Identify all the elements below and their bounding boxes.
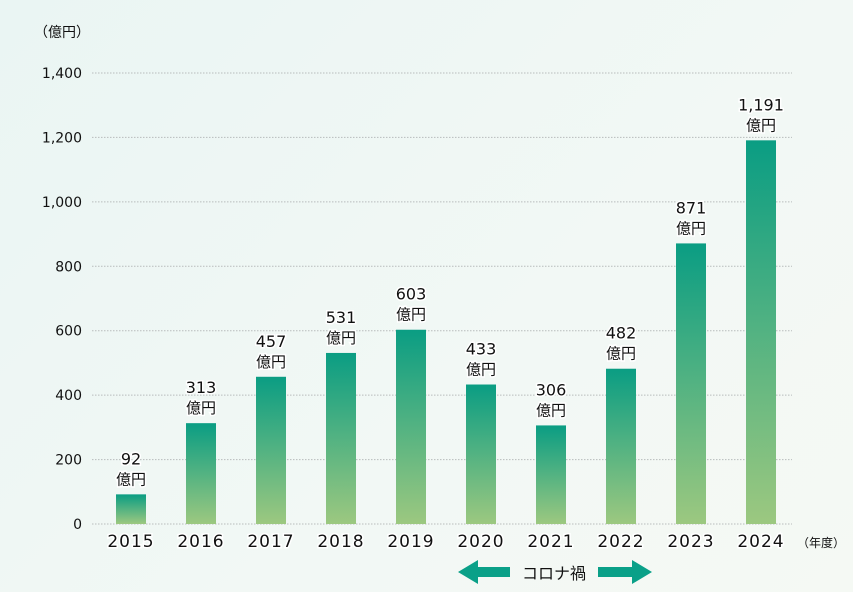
bar-unit-label: 億円 xyxy=(256,353,286,371)
x-tick-label: 2021 xyxy=(527,532,574,552)
bar-2022 xyxy=(606,368,636,524)
bar-unit-label: 億円 xyxy=(606,345,636,363)
x-tick-label: 2024 xyxy=(737,532,784,552)
x-axis-unit-label: （年度） xyxy=(797,535,845,550)
bar-unit-label: 億円 xyxy=(396,306,426,324)
x-tick-label: 2019 xyxy=(387,532,434,552)
bar-value-label: 457 xyxy=(256,332,287,351)
x-tick-label: 2023 xyxy=(667,532,714,552)
bar-value-label: 313 xyxy=(186,378,217,397)
y-tick-label: 0 xyxy=(73,517,82,533)
bar-2021 xyxy=(536,425,566,524)
arrow-left-icon xyxy=(458,560,510,584)
bar-unit-label: 億円 xyxy=(466,361,496,379)
arrow-right-icon xyxy=(598,560,652,584)
y-tick-label: 1,000 xyxy=(42,195,82,211)
y-tick-label: 600 xyxy=(55,324,82,340)
x-tick-label: 2016 xyxy=(177,532,224,552)
bar-2015 xyxy=(116,494,146,524)
bar-2023 xyxy=(676,243,706,524)
bar-value-label: 482 xyxy=(606,324,637,343)
y-axis-unit-label: （億円） xyxy=(34,25,90,41)
bar-2016 xyxy=(186,423,216,524)
bar-2018 xyxy=(326,352,356,524)
covid-period-annotation: コロナ禍 xyxy=(458,560,652,584)
bar-value-label: 1,191 xyxy=(738,95,784,114)
bar-value-label: 92 xyxy=(121,449,141,468)
bar-unit-label: 億円 xyxy=(186,399,216,417)
bar-unit-label: 億円 xyxy=(676,219,706,237)
bar-value-label: 306 xyxy=(536,380,567,399)
x-tick-label: 2018 xyxy=(317,532,364,552)
y-tick-label: 800 xyxy=(55,259,82,275)
bar-unit-label: 億円 xyxy=(116,470,146,488)
y-tick-label: 200 xyxy=(55,453,82,469)
y-tick-label: 400 xyxy=(55,388,82,404)
bar-unit-label: 億円 xyxy=(746,116,776,134)
y-tick-label: 1,400 xyxy=(42,66,82,82)
x-tick-label: 2017 xyxy=(247,532,294,552)
bar-2024 xyxy=(746,140,776,524)
bar-unit-label: 億円 xyxy=(536,401,566,419)
bar-value-label: 603 xyxy=(396,285,427,304)
bar-value-label: 531 xyxy=(326,308,357,327)
bar-2019 xyxy=(396,329,426,524)
bar-2020 xyxy=(466,384,496,524)
x-tick-label: 2022 xyxy=(597,532,644,552)
y-tick-label: 1,200 xyxy=(42,130,82,146)
covid-annotation-label: コロナ禍 xyxy=(522,564,586,583)
x-tick-label: 2015 xyxy=(107,532,154,552)
x-tick-label: 2020 xyxy=(457,532,504,552)
bar-unit-label: 億円 xyxy=(326,329,356,347)
bar-value-label: 433 xyxy=(466,340,497,359)
bar-value-label: 871 xyxy=(676,198,707,217)
bar-2017 xyxy=(256,376,286,524)
